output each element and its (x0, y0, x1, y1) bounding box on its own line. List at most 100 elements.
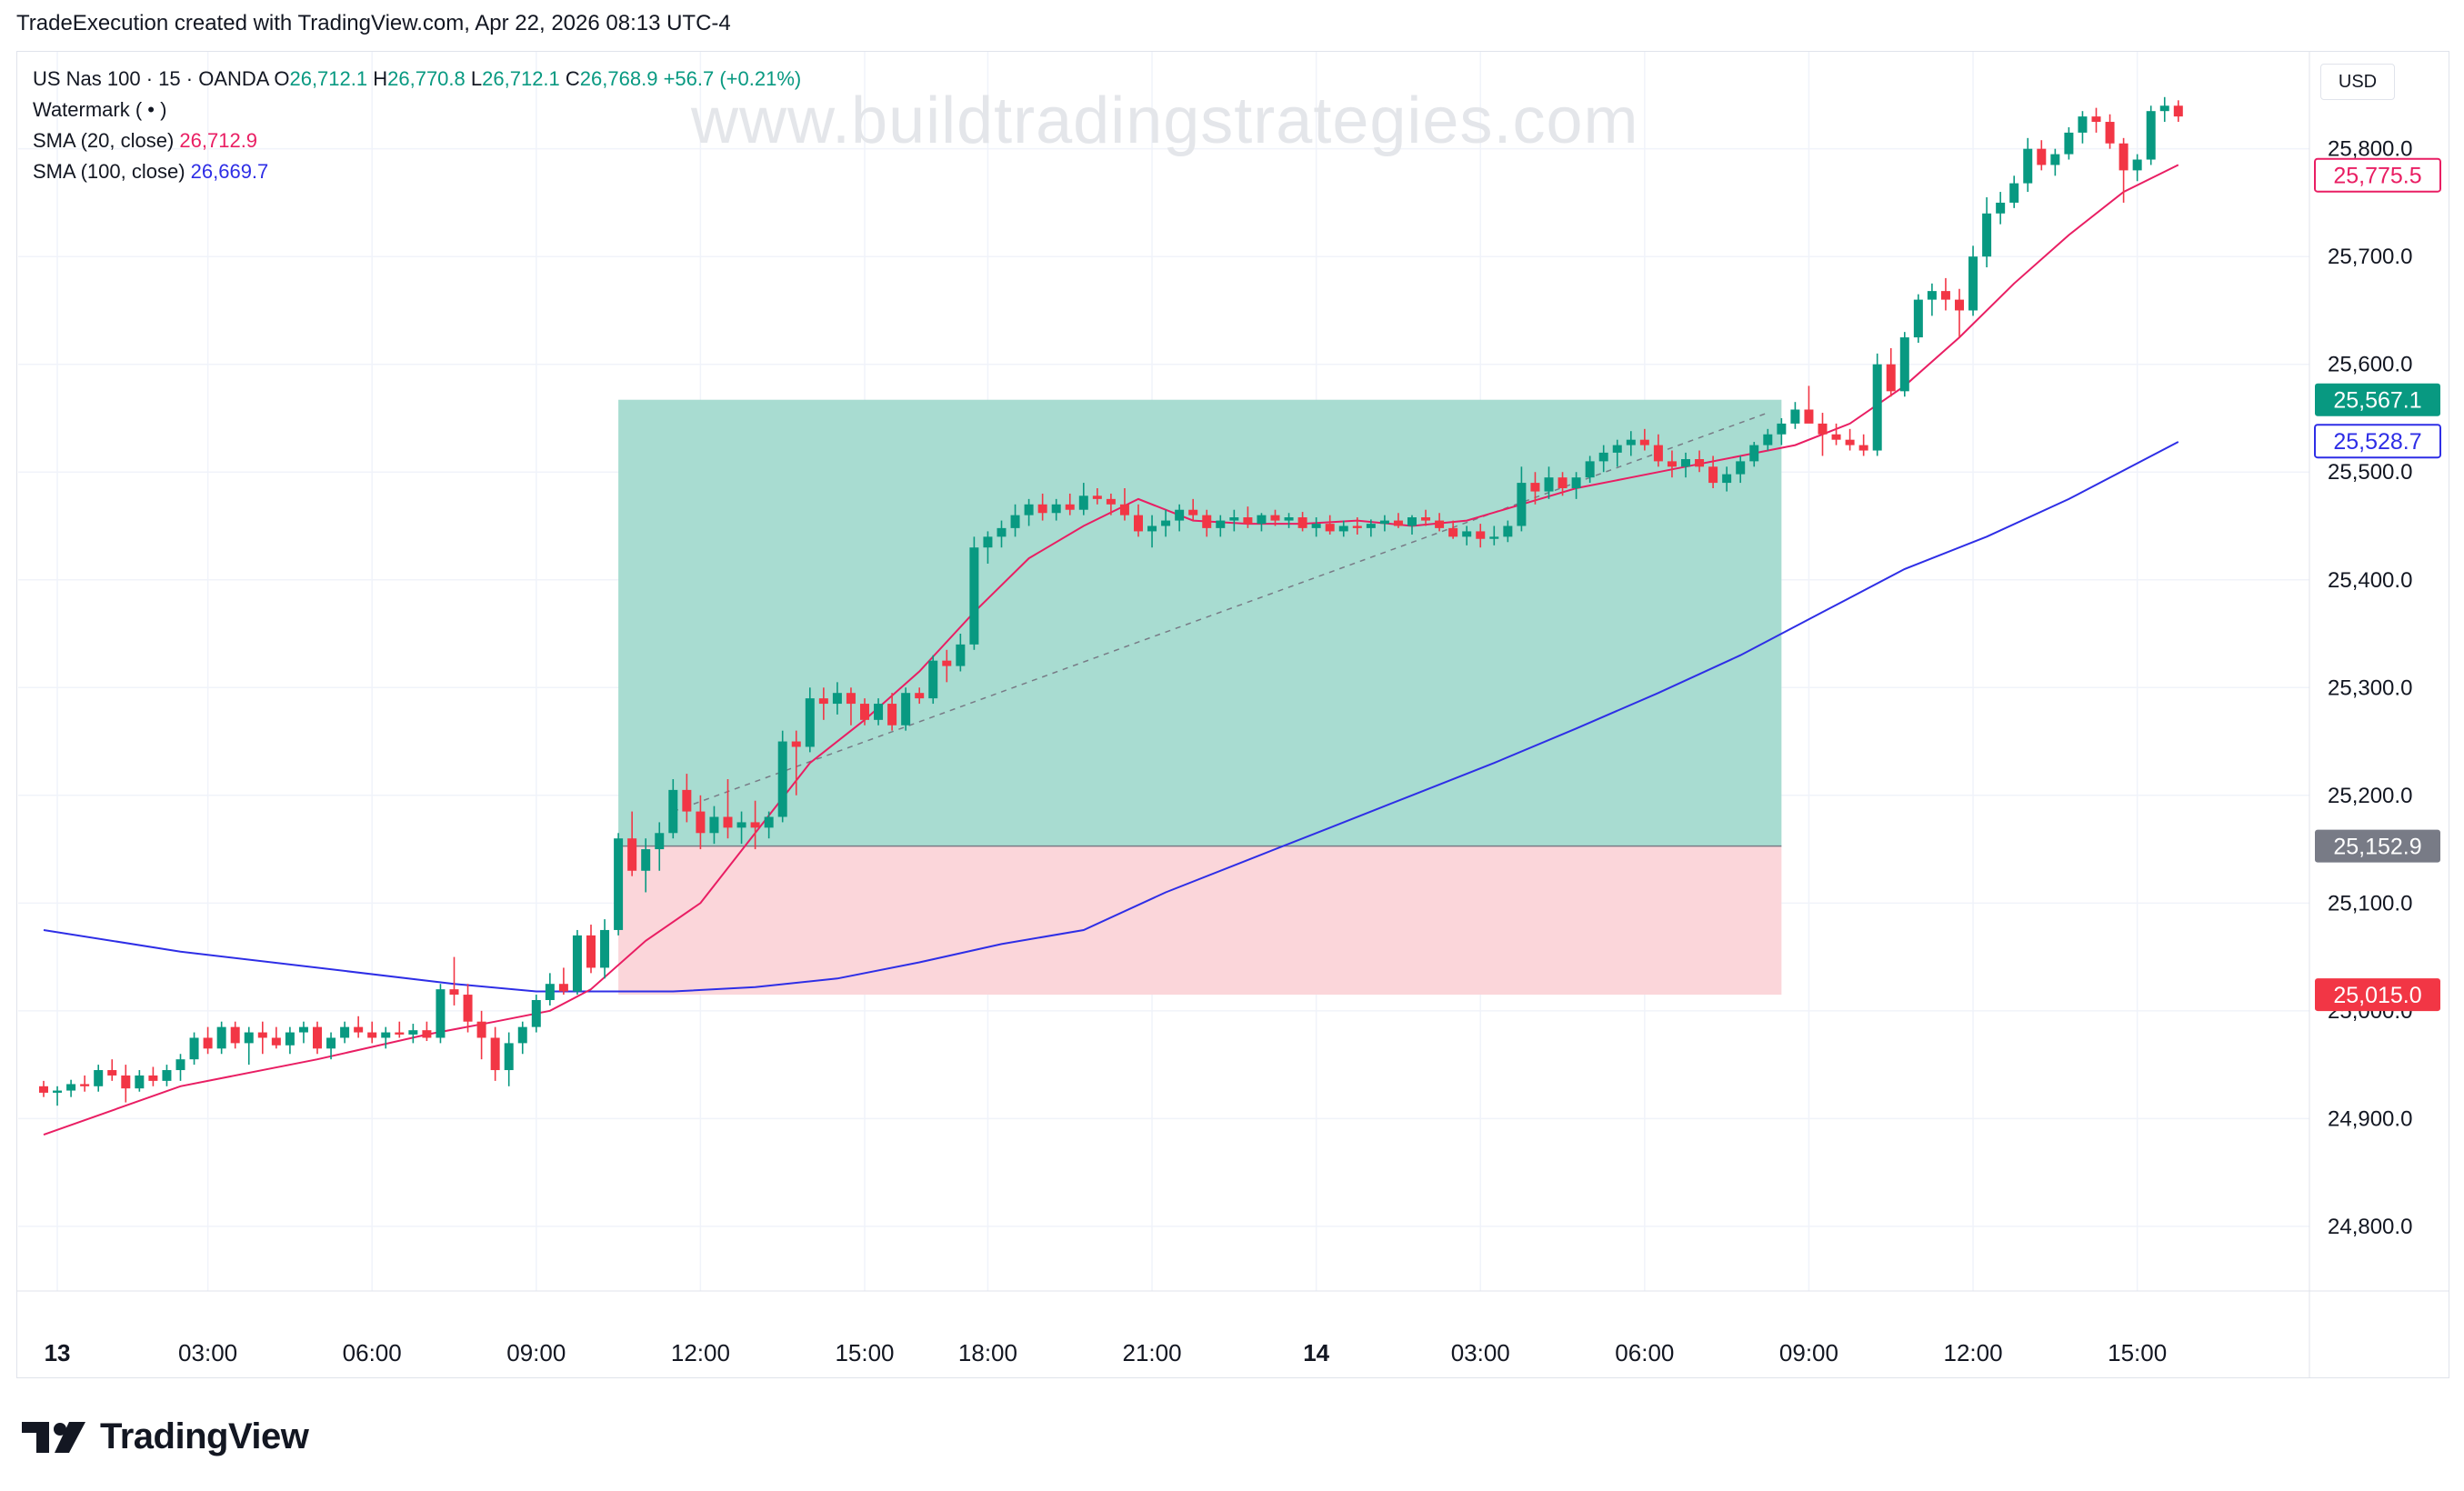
candle-body (1257, 515, 1267, 525)
candle (135, 1070, 145, 1092)
y-tick-label: 25,100.0 (2328, 891, 2412, 916)
candle-body (1530, 483, 1540, 492)
candle (80, 1075, 90, 1092)
symbol-label[interactable]: US Nas 100 · 15 · OANDA (33, 67, 269, 90)
candle-body (1024, 504, 1034, 515)
candle-body (1818, 423, 1828, 435)
y-tick-label: 25,600.0 (2328, 353, 2412, 377)
x-tick-label: 13 (45, 1339, 71, 1366)
candle-body (832, 693, 842, 705)
currency-selector[interactable]: USD (2320, 64, 2395, 100)
candle-body (271, 1037, 281, 1046)
candle (517, 1021, 527, 1055)
candle (189, 1032, 199, 1066)
candle (1147, 515, 1157, 548)
watermark-indicator-row[interactable]: Watermark ( • ) (33, 98, 167, 121)
candle (997, 520, 1007, 548)
candle-body (1777, 423, 1787, 435)
profit-zone (618, 399, 1782, 846)
candle-body (1996, 202, 2006, 214)
x-tick-label: 09:00 (1779, 1339, 1838, 1366)
candle-body (2105, 122, 2115, 144)
high-value: 26,770.8 (387, 67, 466, 90)
candle-body (80, 1084, 90, 1086)
candle-body (1489, 536, 1499, 539)
candle (915, 687, 925, 705)
tradingview-logo[interactable]: TradingView (22, 1416, 309, 1457)
candle (1598, 445, 1608, 473)
candle-body (736, 822, 746, 828)
candle-body (1681, 459, 1690, 467)
candle (969, 536, 979, 650)
candle-body (696, 811, 706, 834)
candle (777, 730, 787, 823)
candle (1653, 434, 1663, 467)
candle (1393, 513, 1403, 528)
y-tick-label: 25,700.0 (2328, 245, 2412, 269)
candle (175, 1054, 185, 1081)
candle-body (1037, 504, 1047, 514)
candle-body (600, 929, 610, 968)
candle-body (2023, 148, 2033, 184)
candle-body (2064, 132, 2074, 155)
candle (1297, 512, 1307, 532)
y-tick-label: 24,900.0 (2328, 1106, 2412, 1131)
candle-body (244, 1032, 254, 1044)
price-label-text: 25,528.7 (2333, 429, 2421, 455)
candle-body (53, 1090, 63, 1093)
candle-body (2118, 143, 2128, 171)
candle-body (285, 1032, 295, 1046)
candle (1037, 493, 1047, 521)
candle (545, 973, 555, 1006)
candle-body (39, 1086, 48, 1093)
candle (791, 730, 801, 796)
price-label-box (2314, 424, 2441, 459)
candle (1078, 483, 1088, 515)
candle (408, 1024, 418, 1044)
candle (901, 687, 911, 731)
candle (682, 774, 692, 823)
candle (1352, 517, 1362, 535)
candle (736, 811, 746, 845)
candle-body (1612, 445, 1622, 453)
x-tick-label: 18:00 (958, 1339, 1017, 1366)
candle (1065, 493, 1075, 515)
candle-body (682, 789, 692, 812)
candle (668, 779, 678, 839)
candle-body (1517, 483, 1527, 526)
candle-body (558, 984, 568, 992)
candle-body (723, 816, 733, 828)
candle (2023, 137, 2033, 193)
candle (230, 1021, 240, 1049)
candle (1777, 417, 1787, 445)
sma20-row[interactable]: SMA (20, close) 26,712.9 (33, 125, 801, 156)
price-axis-label: 25,775.5 (2314, 157, 2441, 193)
candle-body (203, 1037, 213, 1049)
candle-body (1366, 524, 1376, 528)
candle (1571, 472, 1581, 499)
candle-body (1886, 364, 1896, 392)
price-axis-label: 25,528.7 (2314, 424, 2441, 459)
candle (1010, 504, 1020, 537)
candle-body (1858, 445, 1868, 451)
candle-body (627, 838, 637, 871)
sma100-row[interactable]: SMA (100, close) 26,669.7 (33, 156, 801, 187)
candle-body (162, 1070, 172, 1081)
candle (1790, 402, 1800, 429)
candle-body (367, 1032, 377, 1038)
candle (395, 1021, 405, 1038)
candle (1831, 423, 1841, 445)
candle (874, 698, 884, 725)
x-tick-label: 03:00 (178, 1339, 237, 1366)
candle-body (1476, 531, 1486, 539)
candle (66, 1079, 76, 1097)
candle (1407, 515, 1417, 535)
candle (1982, 197, 1992, 268)
candle-body (1585, 461, 1595, 478)
candle (818, 687, 828, 720)
candle (449, 956, 459, 1006)
candle-body (1804, 409, 1814, 424)
candle-body (449, 989, 459, 996)
candle (1517, 466, 1527, 532)
